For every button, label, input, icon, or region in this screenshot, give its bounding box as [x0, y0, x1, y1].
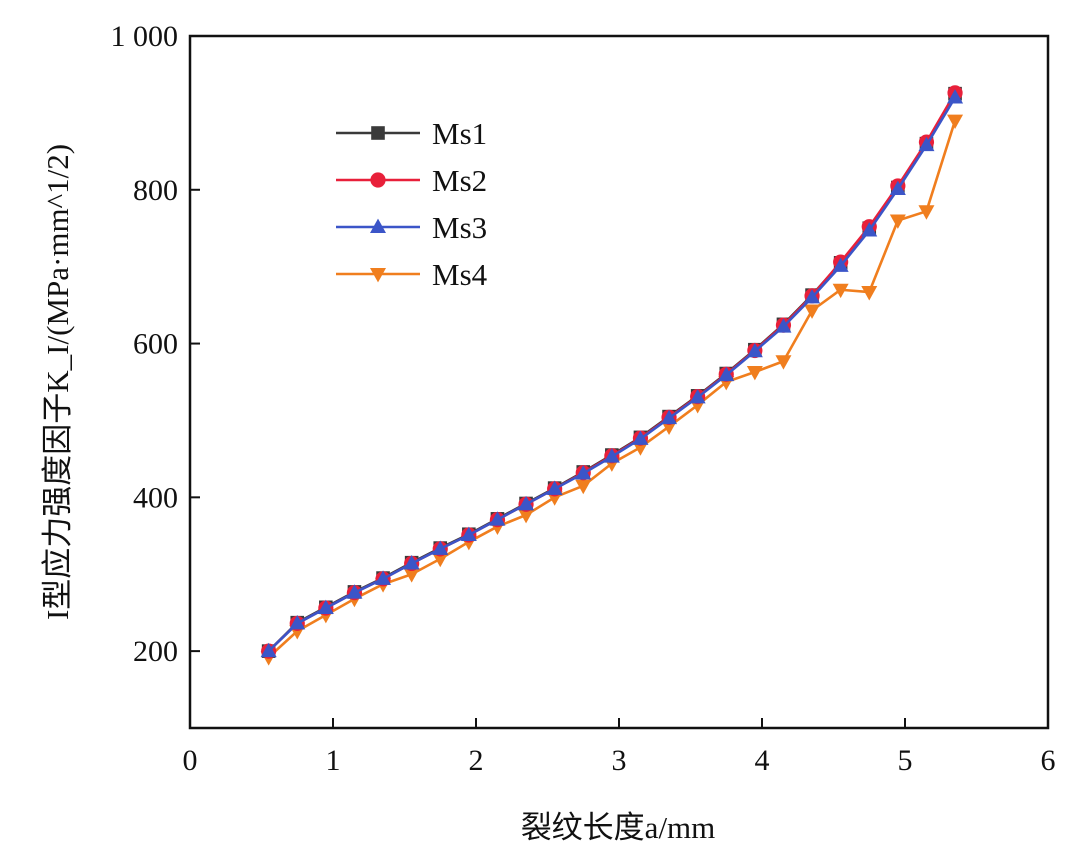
data-point-ms3: [889, 180, 906, 196]
data-point-ms3: [289, 615, 306, 630]
legend-entry-ms1: Ms1: [336, 116, 487, 151]
y-tick-label: 600: [133, 328, 178, 361]
data-point-ms3: [746, 342, 763, 358]
legend-label: Ms3: [432, 210, 487, 245]
legend-marker: [370, 268, 386, 283]
data-point-ms4: [575, 479, 592, 495]
data-point-ms4: [775, 355, 792, 370]
data-point-ms3: [403, 555, 420, 570]
legend-entry-ms2: Ms2: [336, 163, 487, 198]
data-point-ms3: [375, 570, 392, 585]
x-tick-label: 2: [469, 744, 484, 777]
legend-entry-ms3: Ms3: [336, 210, 487, 245]
y-axis-title: I型应力强度因子K_I/(MPa·mm^1/2): [40, 144, 75, 620]
data-point-ms4: [432, 552, 449, 568]
legend-marker: [370, 218, 386, 233]
data-point-ms3: [947, 89, 964, 104]
y-tick-label: 400: [133, 481, 178, 514]
legend-label: Ms1: [432, 116, 487, 151]
data-point-ms3: [918, 136, 935, 152]
data-point-ms4: [947, 114, 964, 129]
data-point-ms3: [718, 366, 735, 382]
legend-label: Ms2: [432, 163, 487, 198]
data-point-ms4: [632, 441, 649, 456]
data-point-ms3: [432, 540, 449, 555]
data-point-ms4: [403, 568, 420, 583]
x-tick-label: 5: [898, 744, 913, 777]
data-point-ms4: [861, 286, 878, 301]
legend-marker: [371, 126, 385, 140]
data-point-ms3: [661, 409, 678, 425]
data-point-ms4: [661, 420, 678, 435]
data-point-ms3: [575, 465, 592, 480]
data-point-ms3: [489, 511, 506, 526]
data-point-ms4: [889, 214, 906, 229]
data-point-ms3: [832, 257, 849, 272]
data-point-ms3: [603, 448, 620, 463]
data-point-ms3: [861, 222, 878, 237]
data-point-ms4: [804, 304, 821, 319]
data-point-ms3: [260, 642, 277, 658]
data-point-ms3: [460, 526, 477, 542]
data-point-ms4: [832, 283, 849, 299]
x-tick-label: 0: [183, 744, 198, 777]
data-point-ms3: [775, 318, 792, 333]
data-point-ms4: [518, 509, 535, 524]
data-point-ms3: [317, 599, 334, 615]
x-tick-label: 6: [1041, 744, 1056, 777]
data-point-ms3: [346, 584, 363, 599]
x-tick-label: 4: [755, 744, 770, 777]
x-tick-label: 1: [326, 744, 341, 777]
data-point-ms3: [689, 388, 706, 404]
x-tick-label: 3: [612, 744, 627, 777]
data-point-ms3: [804, 289, 821, 304]
data-point-ms3: [632, 430, 649, 445]
series-ms3: [260, 89, 964, 658]
legend-label: Ms4: [432, 257, 488, 292]
x-axis-title: 裂纹长度a/mm: [521, 810, 716, 845]
y-tick-label: 800: [133, 174, 178, 207]
legend-marker: [370, 172, 386, 188]
legend-entry-ms4: Ms4: [336, 257, 488, 292]
data-point-ms3: [518, 495, 535, 511]
y-tick-label: 1 000: [111, 20, 179, 53]
y-tick-label: 200: [133, 635, 178, 668]
data-point-ms4: [746, 366, 763, 381]
data-point-ms4: [918, 205, 935, 220]
data-point-ms3: [546, 480, 563, 495]
